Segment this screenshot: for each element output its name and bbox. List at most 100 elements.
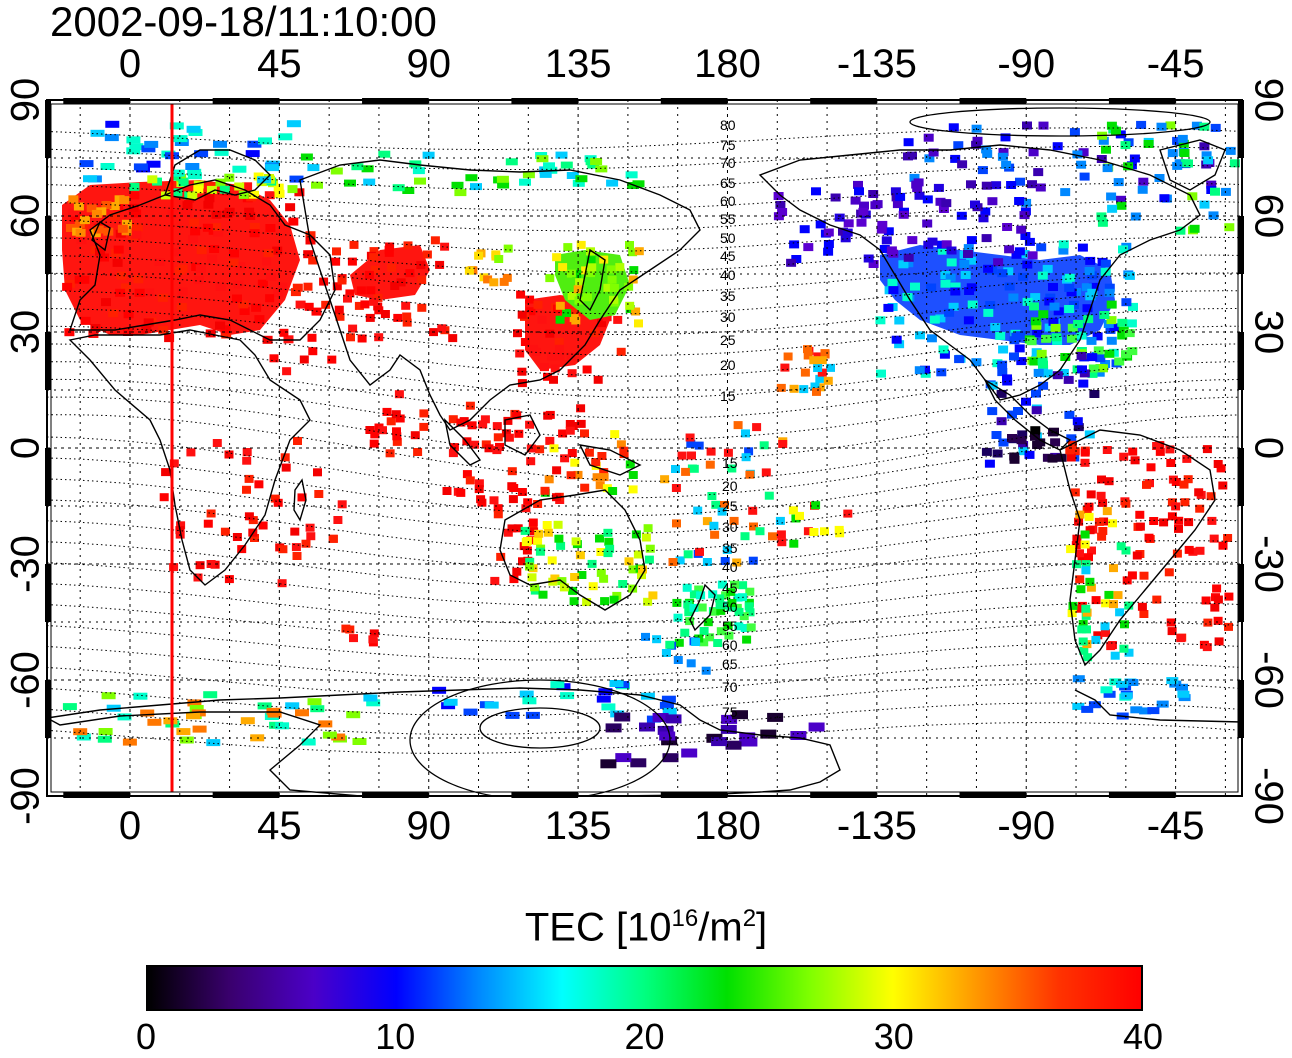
tec-sample <box>614 712 631 722</box>
tec-sample <box>392 437 402 446</box>
tec-sample <box>1044 297 1055 306</box>
right-latitude-tick-label: 30 <box>1246 309 1291 355</box>
tec-sample <box>960 271 971 279</box>
tec-sample <box>1044 323 1055 332</box>
tec-sample <box>854 187 864 196</box>
tec-sample <box>112 258 123 267</box>
tec-sample <box>501 429 511 438</box>
colorbar-tick-label: 0 <box>135 1016 157 1057</box>
tec-sample <box>265 224 276 232</box>
tec-sample <box>1119 644 1129 653</box>
coastline-madagascar <box>293 478 307 522</box>
tec-sample <box>240 717 255 725</box>
tec-sample <box>625 460 635 469</box>
contour-label: 40 <box>722 559 738 575</box>
tec-sample <box>674 638 684 647</box>
tec-sample <box>685 433 695 442</box>
contour-line <box>47 290 1239 336</box>
tec-sample <box>605 544 615 553</box>
tec-sample <box>1052 142 1063 151</box>
tec-sample <box>813 364 823 372</box>
tec-sample <box>126 147 141 155</box>
tec-sample <box>791 255 802 263</box>
tec-sample <box>729 516 739 525</box>
tec-sample <box>1021 198 1032 207</box>
coastline-central-america <box>983 378 1072 451</box>
tec-sample <box>273 289 284 298</box>
tec-sample <box>194 150 209 158</box>
tec-sample <box>313 468 322 477</box>
tec-sample <box>206 560 216 568</box>
tec-sample <box>577 571 587 579</box>
tec-sample <box>1139 707 1152 715</box>
tec-sample <box>603 283 613 292</box>
tec-sample <box>1086 490 1096 499</box>
contour-line <box>47 343 1239 398</box>
tec-sample <box>528 518 538 527</box>
tec-sample <box>1100 622 1110 631</box>
tec-sample <box>1104 477 1114 486</box>
tec-sample <box>496 175 509 183</box>
colorbar-label-end: ] <box>756 905 768 950</box>
tec-sample <box>633 550 643 559</box>
tec-sample <box>204 194 215 203</box>
tec-sample <box>1126 319 1137 328</box>
tec-sample <box>1004 245 1015 254</box>
tec-sample <box>394 390 404 399</box>
tec-sample <box>775 200 786 209</box>
tec-sample <box>369 297 379 306</box>
tec-sample <box>616 440 626 449</box>
tec-sample <box>1026 337 1037 346</box>
tec-sample <box>953 141 964 150</box>
tec-sample <box>583 293 592 302</box>
tec-sample <box>683 600 693 609</box>
contour-label: 20 <box>722 478 738 494</box>
tec-sample <box>1189 224 1200 233</box>
tec-sample <box>348 324 358 333</box>
tec-sample <box>1096 155 1107 163</box>
tec-sample <box>203 200 214 209</box>
tec-sample <box>1007 410 1017 419</box>
tec-sample <box>1030 293 1041 302</box>
top-longitude-tick-label: 180 <box>694 42 761 86</box>
tec-sample <box>886 246 897 255</box>
tec-sample <box>176 521 186 530</box>
tec-sample <box>331 257 341 266</box>
tec-sample <box>502 273 512 282</box>
tec-sample <box>235 262 246 271</box>
tec-sample <box>1101 599 1111 608</box>
contour-line <box>47 601 1240 643</box>
tec-sample <box>615 753 632 763</box>
tec-sample <box>748 556 758 565</box>
tec-sample <box>657 725 674 735</box>
tec-sample <box>786 258 797 267</box>
tec-sample <box>448 415 458 424</box>
tec-sample <box>327 355 337 364</box>
tec-sample <box>983 308 994 317</box>
tec-sample <box>554 534 564 543</box>
tec-sample <box>610 430 620 439</box>
tec-sample <box>141 325 152 334</box>
tec-sample <box>141 145 156 153</box>
tec-sample <box>1092 332 1103 341</box>
tec-sample <box>277 282 288 291</box>
tec-sample <box>295 709 309 717</box>
tec-sample <box>563 243 573 252</box>
tec-sample <box>1218 481 1228 490</box>
tec-sample <box>299 355 309 364</box>
tec-sample <box>799 225 810 234</box>
contour-label: 15 <box>720 388 736 404</box>
tec-sample <box>1058 240 1069 249</box>
tec-sample <box>1073 320 1084 328</box>
tec-sample <box>193 276 204 285</box>
tec-sample <box>144 288 155 297</box>
tec-sample <box>1058 246 1069 255</box>
tec-sample <box>74 275 85 284</box>
tec-sample <box>1011 250 1022 259</box>
tec-sample <box>981 181 992 190</box>
tec-sample <box>229 249 239 258</box>
tec-sample <box>1116 680 1129 688</box>
tec-sample <box>122 738 137 746</box>
tec-sample <box>964 287 975 295</box>
tec-sample <box>113 245 124 254</box>
